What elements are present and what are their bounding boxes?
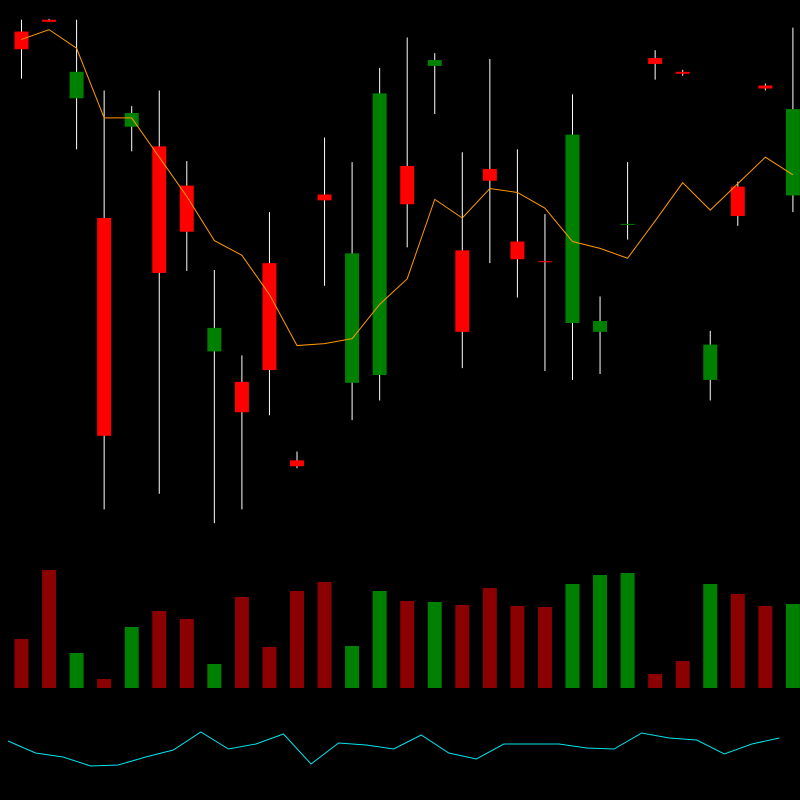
candle-body: [317, 194, 332, 201]
volume-bar: [262, 647, 277, 688]
candle-body: [372, 93, 387, 375]
candle-body: [207, 327, 222, 352]
candle-body: [97, 218, 112, 436]
candle-body: [42, 19, 57, 22]
volume-bar: [372, 591, 387, 688]
volume-bar: [510, 606, 525, 688]
volume-bar: [648, 674, 663, 688]
candle-body: [593, 321, 608, 332]
candle-body: [537, 261, 552, 263]
volume-bar: [482, 588, 497, 688]
candle-body: [69, 71, 84, 99]
volume-bar: [730, 594, 745, 688]
candle-body: [675, 71, 690, 74]
volume-bar: [400, 601, 415, 688]
volume-bar: [620, 573, 635, 688]
candle-body: [620, 223, 635, 225]
candle-body: [427, 60, 442, 66]
volume-bar: [179, 619, 194, 688]
candle-body: [758, 85, 773, 89]
volume-bar: [455, 605, 470, 688]
volume-bar: [124, 627, 139, 688]
volume-bar: [785, 604, 800, 688]
candle-body: [290, 460, 304, 467]
volume-bar: [345, 646, 360, 688]
candle-body: [455, 250, 470, 332]
volume-bar: [14, 639, 29, 688]
candle-body: [234, 381, 249, 413]
volume-bar: [427, 602, 442, 688]
volume-bar: [97, 679, 112, 688]
candle-body: [703, 344, 718, 380]
candle-body: [648, 58, 663, 64]
candle-body: [262, 263, 277, 371]
volume-bar: [42, 570, 57, 688]
volume-bar: [758, 606, 773, 688]
moving-average-line: [21, 29, 794, 347]
volume-bar: [703, 584, 718, 688]
candle-body: [565, 134, 580, 323]
candle-body: [179, 185, 194, 232]
volume-bar: [537, 607, 552, 688]
indicator-line: [7, 731, 780, 767]
candle-body: [730, 186, 745, 217]
candle-body: [482, 168, 497, 181]
volume-bar: [152, 611, 167, 688]
volume-bar: [565, 584, 580, 688]
candle-body: [345, 253, 360, 383]
volume-bar: [207, 664, 222, 688]
volume-bar: [675, 661, 690, 688]
candle-body: [510, 241, 525, 260]
volume-bar: [69, 653, 84, 688]
candle-body: [14, 31, 29, 50]
candle-body: [400, 166, 415, 205]
candle-body: [152, 146, 167, 273]
volume-bar: [317, 582, 332, 688]
volume-bar: [234, 597, 249, 688]
volume-bar: [290, 591, 304, 688]
volume-bar: [593, 575, 608, 688]
candle-body: [785, 109, 800, 196]
